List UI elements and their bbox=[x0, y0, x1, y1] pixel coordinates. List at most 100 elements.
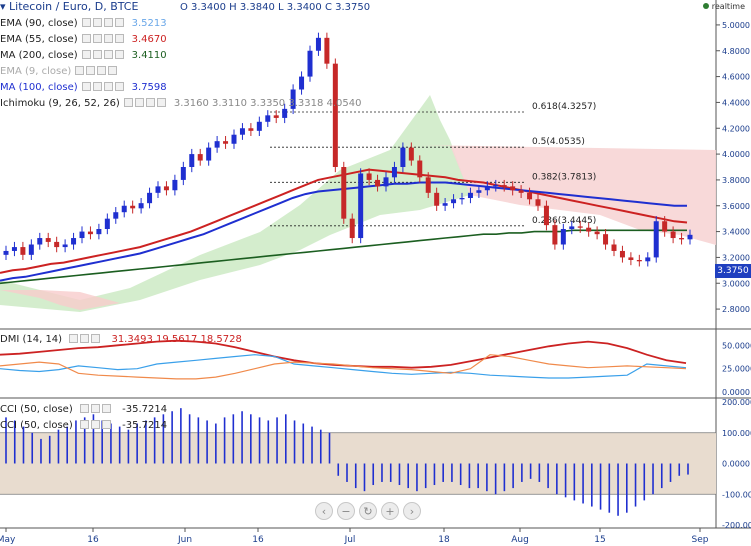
reset-button[interactable]: ↻ bbox=[359, 502, 377, 520]
legend-buttons[interactable] bbox=[69, 333, 102, 345]
fib-label: 0.5(4.0535) bbox=[532, 137, 585, 147]
candle-body bbox=[535, 199, 541, 206]
legend-row[interactable]: MA (100, close) 3.7598 bbox=[0, 81, 167, 94]
close-icon[interactable] bbox=[101, 419, 111, 429]
x-tick-label: Jun bbox=[177, 535, 192, 545]
settings-icon[interactable] bbox=[92, 17, 102, 27]
scroll-left-button[interactable]: ‹ bbox=[315, 502, 333, 520]
fib-label: 0.236(3.4445) bbox=[532, 216, 596, 226]
settings-icon[interactable] bbox=[134, 97, 144, 107]
candle-body bbox=[332, 63, 338, 167]
symbol-title[interactable]: Litecoin / Euro, D, BTCE bbox=[9, 0, 139, 13]
visibility-icon[interactable] bbox=[79, 419, 89, 429]
legend-row[interactable]: EMA (90, close) 3.5213 bbox=[0, 17, 167, 30]
close-icon[interactable] bbox=[114, 17, 124, 27]
y-tick-label: 3.6000 bbox=[722, 202, 750, 211]
settings-icon[interactable] bbox=[92, 33, 102, 43]
legend-buttons[interactable] bbox=[123, 97, 168, 109]
legend-label: MA (100, close) bbox=[0, 82, 78, 93]
add-icon[interactable] bbox=[103, 49, 113, 59]
settings-icon[interactable] bbox=[86, 65, 96, 75]
visibility-icon[interactable] bbox=[123, 97, 133, 107]
candle-body bbox=[569, 226, 575, 229]
add-icon[interactable] bbox=[103, 81, 113, 91]
close-icon[interactable] bbox=[101, 403, 111, 413]
legend-row[interactable]: MA (200, close) 3.4110 bbox=[0, 49, 167, 62]
candle-body bbox=[37, 238, 43, 245]
dmi-tick-label: 50.0000 bbox=[722, 341, 751, 350]
legend-buttons[interactable] bbox=[81, 81, 126, 93]
candle-body bbox=[434, 192, 440, 206]
candle-body bbox=[628, 257, 634, 260]
cci-legend-2[interactable]: CCI (50, close) -35.7214 bbox=[0, 419, 167, 432]
close-icon[interactable] bbox=[91, 333, 101, 343]
collapse-arrow-icon[interactable]: ▾ bbox=[0, 0, 10, 13]
candle-body bbox=[45, 238, 51, 242]
legend-buttons[interactable] bbox=[81, 49, 126, 61]
legend-buttons[interactable] bbox=[79, 403, 113, 415]
legend-buttons[interactable] bbox=[81, 33, 126, 45]
candle-body bbox=[121, 205, 127, 213]
settings-icon[interactable] bbox=[92, 49, 102, 59]
visibility-icon[interactable] bbox=[69, 333, 79, 343]
candle-body bbox=[619, 250, 625, 258]
candle-body bbox=[282, 108, 288, 118]
visibility-icon[interactable] bbox=[81, 17, 91, 27]
cci-tick-label: -100.0000 bbox=[722, 490, 751, 499]
legend-row[interactable]: Ichimoku (9, 26, 52, 26) 3.3160 3.3110 3.… bbox=[0, 97, 362, 110]
settings-icon[interactable] bbox=[90, 403, 100, 413]
close-icon[interactable] bbox=[114, 49, 124, 59]
legend-label: EMA (9, close) bbox=[0, 66, 72, 77]
visibility-icon[interactable] bbox=[75, 65, 85, 75]
settings-icon[interactable] bbox=[90, 419, 100, 429]
add-icon[interactable] bbox=[97, 65, 107, 75]
candle-body bbox=[543, 205, 549, 226]
dmi-legend[interactable]: DMI (14, 14) 31.3493 19.5617 18.5728 bbox=[0, 333, 242, 346]
candle-body bbox=[104, 218, 110, 229]
candle-body bbox=[577, 226, 583, 228]
candle-body bbox=[687, 234, 693, 240]
add-icon[interactable] bbox=[103, 33, 113, 43]
close-icon[interactable] bbox=[108, 65, 118, 75]
ichimoku-cloud-bear-left bbox=[0, 290, 120, 310]
y-tick-label: 3.0000 bbox=[722, 279, 750, 288]
close-icon[interactable] bbox=[114, 81, 124, 91]
dmi-tick-label: 25.0000 bbox=[722, 365, 751, 374]
candle-body bbox=[256, 121, 262, 131]
visibility-icon[interactable] bbox=[79, 403, 89, 413]
legend-buttons[interactable] bbox=[81, 17, 126, 29]
close-icon[interactable] bbox=[156, 97, 166, 107]
legend-row[interactable]: EMA (9, close) bbox=[0, 65, 125, 78]
add-icon[interactable] bbox=[145, 97, 155, 107]
visibility-icon[interactable] bbox=[81, 81, 91, 91]
candle-body bbox=[155, 186, 161, 193]
visibility-icon[interactable] bbox=[81, 49, 91, 59]
zoom-out-button[interactable]: − bbox=[337, 502, 355, 520]
ohlc-readout: O 3.3400 H 3.3840 L 3.3400 C 3.3750 bbox=[179, 2, 371, 13]
legend-buttons[interactable] bbox=[79, 419, 113, 431]
dmi-tick-label: 0.0000 bbox=[722, 388, 750, 397]
candle-body bbox=[3, 250, 9, 255]
settings-icon[interactable] bbox=[92, 81, 102, 91]
candle-body bbox=[315, 37, 321, 51]
add-icon[interactable] bbox=[103, 17, 113, 27]
candle-body bbox=[214, 141, 220, 148]
scroll-right-button[interactable]: › bbox=[403, 502, 421, 520]
legend-row[interactable]: EMA (55, close) 3.4670 bbox=[0, 33, 167, 46]
visibility-icon[interactable] bbox=[81, 33, 91, 43]
settings-icon[interactable] bbox=[80, 333, 90, 343]
legend-buttons[interactable] bbox=[75, 65, 119, 77]
cci-value: -35.7214 bbox=[122, 404, 168, 415]
candle-body bbox=[417, 160, 423, 178]
realtime-indicator: realtime bbox=[702, 2, 745, 11]
candle-body bbox=[408, 147, 414, 161]
candle-body bbox=[552, 225, 558, 245]
candle-body bbox=[467, 192, 473, 198]
close-icon[interactable] bbox=[114, 33, 124, 43]
cci-legend-1[interactable]: CCI (50, close) -35.7214 bbox=[0, 403, 167, 416]
zoom-in-button[interactable]: + bbox=[381, 502, 399, 520]
candle-body bbox=[679, 238, 685, 240]
candle-body bbox=[231, 134, 237, 144]
candle-body bbox=[290, 89, 296, 109]
